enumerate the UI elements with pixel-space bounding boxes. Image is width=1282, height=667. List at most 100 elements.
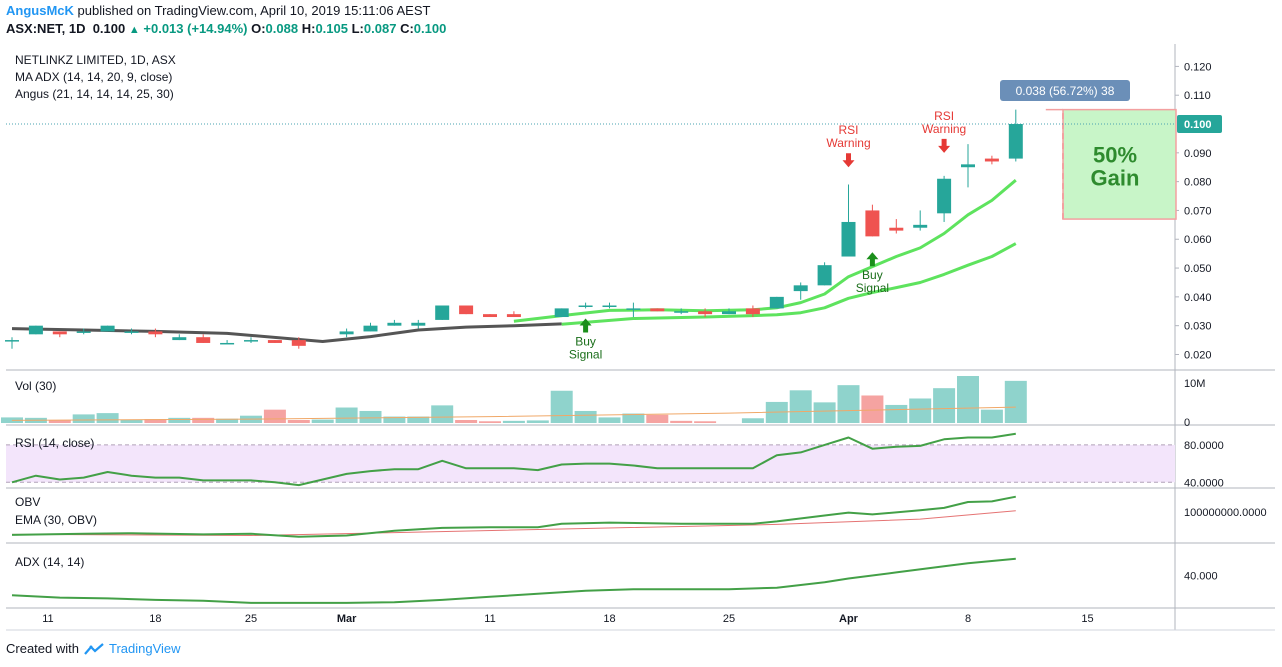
candle-body (841, 221, 856, 257)
footer: Created with TradingView (6, 641, 181, 656)
volume-bar (789, 390, 812, 423)
indicator-legend: Angus (21, 14, 14, 14, 25, 30) (15, 87, 174, 101)
high-label: H: (301, 21, 316, 36)
candle-body (291, 340, 306, 346)
candle-body (626, 308, 641, 310)
price-tick-label: 0.080 (1184, 177, 1212, 189)
volume-bar (550, 390, 573, 423)
price-tick-label: 0.030 (1184, 321, 1212, 333)
price-tick-label: 0.040 (1184, 292, 1212, 304)
time-tick-label: 8 (965, 613, 971, 625)
time-tick-label: 25 (723, 613, 735, 625)
rsi-line (11, 432, 1016, 487)
volume-bar (670, 420, 693, 423)
candle-body (148, 331, 163, 335)
volume-bar (431, 405, 454, 423)
volume-bar (48, 420, 71, 423)
volume-bar (144, 419, 167, 423)
indicator-legend: MA ADX (14, 14, 20, 9, close) (15, 70, 172, 84)
candle-body (1008, 124, 1023, 159)
volume-bar (646, 414, 669, 423)
open-label: O: (251, 21, 266, 36)
last-price-tag-text: 0.100 (1184, 119, 1212, 131)
low-label: L: (351, 21, 364, 36)
candle-body (483, 314, 497, 318)
candle-body (363, 325, 378, 332)
price-tick-label: 0.060 (1184, 234, 1212, 246)
candle-body (865, 210, 880, 237)
tradingview-brand[interactable]: TradingView (108, 641, 181, 656)
warning-arrow-icon (842, 153, 855, 168)
created-with-label: Created with (6, 641, 79, 656)
volume-bar (694, 421, 717, 423)
volume-title: Vol (30) (15, 379, 56, 393)
price-tick-label: 0.120 (1184, 61, 1212, 73)
volume-bar (216, 418, 239, 423)
annotation-text: RSI (838, 123, 858, 137)
candle-body (196, 337, 211, 343)
candle-body (244, 340, 258, 342)
candle-body (5, 340, 19, 342)
price-change: +0.013 (+14.94%) (143, 21, 248, 36)
candle-body (28, 325, 43, 335)
candle-body (769, 296, 784, 309)
ma-fast-line (513, 179, 1017, 323)
time-tick-label: 18 (149, 613, 161, 625)
last-price-tag (1177, 115, 1222, 134)
candle-body (411, 322, 426, 326)
candle-body (76, 331, 91, 333)
time-tick-label: Apr (839, 613, 859, 625)
candle-body (745, 308, 760, 315)
volume-bar (622, 413, 645, 423)
time-tick-label: 11 (484, 613, 495, 625)
price-tick-label: 0.050 (1184, 263, 1212, 275)
buy-arrow-icon (579, 318, 592, 333)
annotation-text: RSI (934, 109, 954, 123)
obv-ema-line (11, 510, 1016, 536)
candle-body (554, 308, 569, 318)
up-triangle-icon: ▲ (128, 24, 140, 36)
volume-bar (933, 388, 956, 423)
annotation-text: Signal (569, 347, 602, 361)
volume-bar (598, 417, 621, 423)
tradingview-logo-icon (84, 642, 104, 655)
close-label: C: (400, 21, 414, 36)
author-link[interactable]: AngusMcK (6, 3, 74, 18)
annotation-text: Warning (826, 136, 870, 150)
volume-bar (502, 420, 525, 423)
time-tick-label: 15 (1081, 613, 1093, 625)
price-tick-label: 0.020 (1184, 349, 1212, 361)
volume-bar (526, 420, 549, 423)
candle-body (387, 322, 402, 326)
volume-bar (407, 416, 430, 423)
candle-body (459, 305, 474, 315)
volume-bar (168, 417, 191, 423)
volume-bar (885, 404, 908, 423)
volume-bar (1004, 380, 1027, 423)
candle-body (913, 224, 928, 228)
candle-body (817, 265, 832, 286)
low-value: 0.087 (363, 21, 397, 36)
candle-body (435, 305, 450, 320)
volume-ma-line (11, 406, 1016, 421)
annotation-text: Signal (856, 281, 889, 295)
volume-bar (479, 421, 501, 423)
candle-body (506, 314, 521, 318)
volume-bar (72, 414, 95, 423)
candle-body (52, 331, 67, 335)
candle-body (220, 342, 235, 345)
publish-info: published on TradingView.com, April 10, … (73, 3, 431, 18)
time-tick-label: 25 (245, 613, 257, 625)
ma-dark-line (11, 322, 562, 343)
volume-bar (741, 418, 764, 423)
rsi-tick-label: 40.0000 (1184, 477, 1224, 489)
volume-bar (287, 419, 310, 423)
candle-body (124, 331, 139, 333)
volume-bar (813, 402, 836, 423)
high-value: 0.105 (315, 21, 348, 36)
gain-text: 50% (1093, 142, 1137, 167)
time-tick-label: 18 (603, 613, 615, 625)
candle-body (267, 340, 282, 343)
volume-bar (192, 417, 215, 423)
